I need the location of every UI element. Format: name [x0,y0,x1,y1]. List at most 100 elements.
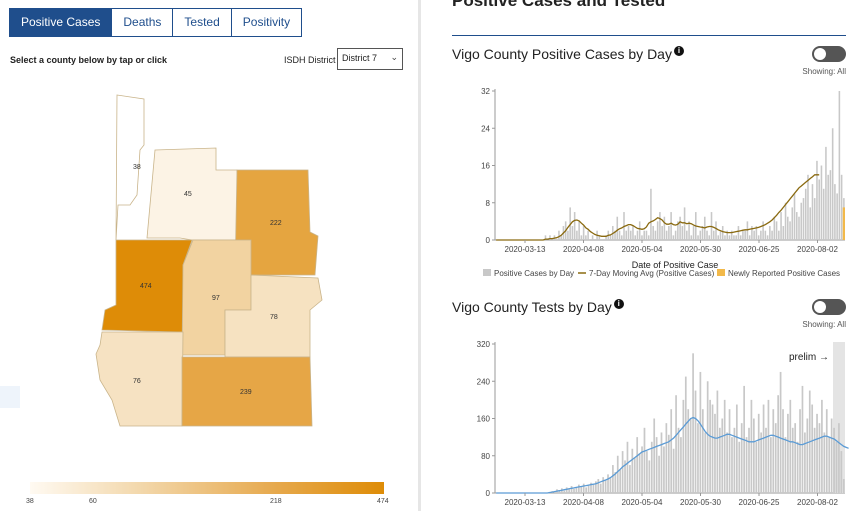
bar [818,179,820,240]
bar [753,230,755,240]
cases-showing-label: Showing: All [802,67,846,76]
bar [835,441,838,493]
bar [634,235,637,240]
bar [782,226,785,240]
bar [779,371,782,493]
tab-deaths[interactable]: Deaths [112,8,174,37]
bar [818,423,821,493]
bar [715,221,717,240]
toggle-knob [814,301,826,313]
info-icon[interactable]: i [673,46,684,56]
bar [771,230,773,240]
bar [650,441,653,493]
tests-chart: 0 80 160 240 320 prelim → 2020-03-13 2020-04-08… [477,340,849,507]
tab-positive-cases[interactable]: Positive Cases [9,8,113,37]
y-tick-label: 24 [481,124,490,133]
bar [633,458,636,493]
bar [592,484,595,493]
bar [762,404,765,493]
tests-chart-title-text: Vigo County Tests by Day [452,299,612,315]
legend-label-line: 7-Day Moving Avg (Positive Cases) [589,269,715,278]
bar [544,235,547,240]
x-tick-label: 2020-05-04 [622,245,663,254]
county-vigo[interactable] [101,239,193,333]
panel-divider[interactable] [418,0,421,511]
bar [626,441,629,493]
bar [677,427,680,493]
bar [578,484,580,493]
bar [748,427,750,493]
county-north-central[interactable] [146,147,238,241]
bar [706,230,708,240]
bar [571,226,574,240]
bar [723,399,726,493]
county-north[interactable] [115,94,145,241]
bar [660,432,663,493]
bar [708,235,711,240]
bar [567,230,569,240]
bar [711,404,714,493]
x-tick-label: 2020-03-13 [505,245,546,254]
bar [730,230,733,240]
tab-tested[interactable]: Tested [173,8,232,37]
bar [627,226,630,240]
bar [602,477,605,493]
x-tick-label: 2020-05-04 [622,498,663,507]
bar [777,395,780,493]
bar [780,212,782,240]
bar [638,221,641,240]
bar [793,193,796,240]
tests-chart-toggle[interactable] [812,299,846,315]
bar [582,483,585,493]
bar [745,437,748,493]
side-panel-tab[interactable] [0,386,20,408]
bar [840,451,843,493]
bar [682,399,685,493]
color-scale-legend [30,482,384,494]
bar [645,230,648,240]
bar [607,474,609,493]
county-map: 38 45 222 474 97 78 76 239 [95,94,323,427]
bar [670,409,673,493]
legend-tick-min: 38 [26,498,34,505]
bar [721,226,724,240]
bar [677,221,679,240]
cases-chart: 0 8 16 24 32 2020-03-13 2020-04-08 2020-05-04 20… [481,87,845,278]
info-icon[interactable]: i [613,299,624,309]
y-tick-label: 240 [477,377,491,386]
bar [804,432,806,493]
bar [560,235,562,240]
x-axis-title: Date of Positive Case [632,260,719,270]
county-value-vigo: 474 [140,283,152,290]
district-select[interactable]: District 7 ⌄ [337,48,403,70]
x-tick-label: 2020-08-02 [797,245,838,254]
bar [585,487,587,493]
bar [737,226,740,240]
bar [680,437,682,493]
bar [728,409,731,493]
bar [782,409,784,493]
cases-chart-toggle[interactable] [812,46,846,62]
y-tick-label: 80 [481,452,490,461]
bar [774,423,777,493]
bar [656,221,659,240]
bar [740,423,743,493]
bar [791,207,794,240]
bar [806,418,809,493]
county-south[interactable] [181,356,313,427]
bar [658,455,660,493]
bar [813,198,816,240]
bar [784,202,787,240]
bar [646,451,648,493]
bar [643,427,646,493]
bar [619,469,622,493]
bar [834,184,836,240]
bar [757,235,760,240]
bar [769,226,771,240]
tab-positivity[interactable]: Positivity [231,8,303,37]
legend-swatch-bars [483,269,491,276]
bar [809,207,812,240]
bar [587,230,589,240]
y-tick-label: 0 [486,489,491,498]
bar [719,230,722,240]
